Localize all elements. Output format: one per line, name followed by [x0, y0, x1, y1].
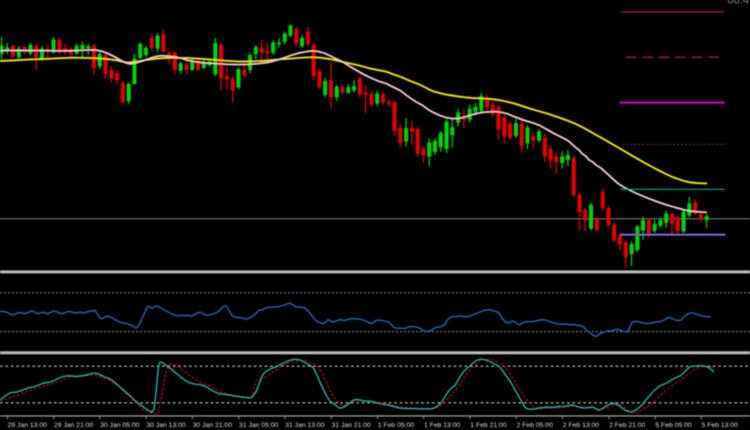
svg-text:2 Feb 05:00: 2 Feb 05:00: [517, 422, 553, 429]
svg-text:31 Jan 05:00: 31 Jan 05:00: [239, 422, 279, 429]
svg-text:31 Jan 21:00: 31 Jan 21:00: [332, 422, 372, 429]
svg-text:29 Jan 13:00: 29 Jan 13:00: [8, 422, 48, 429]
svg-text:5 Feb 13:00: 5 Feb 13:00: [702, 422, 738, 429]
svg-text:29 Jan 21:00: 29 Jan 21:00: [54, 422, 94, 429]
svg-text:1 Feb 21:00: 1 Feb 21:00: [470, 422, 506, 429]
svg-text:1 Feb 13:00: 1 Feb 13:00: [424, 422, 460, 429]
svg-text:30 Jan 21:00: 30 Jan 21:00: [193, 422, 233, 429]
svg-text:30 Jan 05:00: 30 Jan 05:00: [100, 422, 140, 429]
svg-text:2 Feb 13:00: 2 Feb 13:00: [563, 422, 599, 429]
svg-text:5 Feb 05:00: 5 Feb 05:00: [655, 422, 691, 429]
svg-text:1 Feb 05:00: 1 Feb 05:00: [378, 422, 414, 429]
svg-text:2 Feb 21:00: 2 Feb 21:00: [609, 422, 645, 429]
svg-text:31 Jan 13:00: 31 Jan 13:00: [285, 422, 325, 429]
svg-text:00.4: 00.4: [728, 0, 749, 6]
svg-text:30 Jan 13:00: 30 Jan 13:00: [146, 422, 186, 429]
